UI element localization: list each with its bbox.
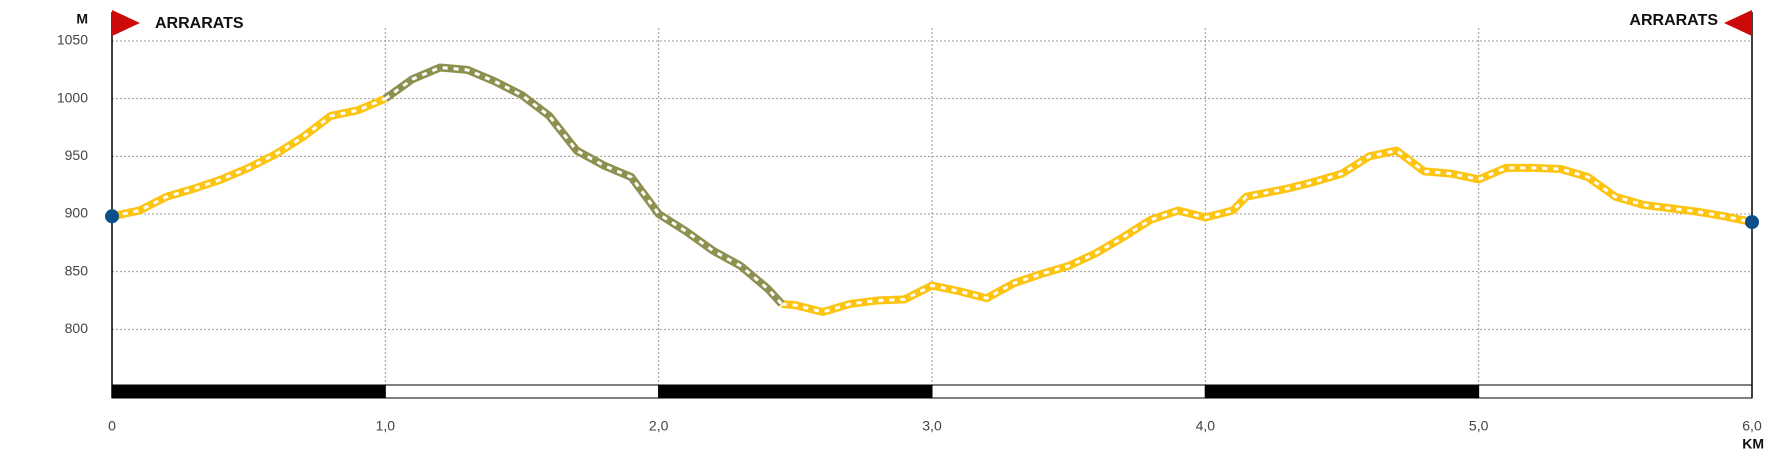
y-tick-label: 850 bbox=[65, 262, 89, 278]
x-tick-label: 4,0 bbox=[1196, 418, 1216, 434]
y-tick-label: 950 bbox=[65, 147, 89, 163]
x-tick-label: 2,0 bbox=[649, 418, 669, 434]
end-flag bbox=[1724, 10, 1752, 36]
x-tick-label: 5,0 bbox=[1469, 418, 1489, 434]
end-label: ARRARATS bbox=[1629, 12, 1718, 29]
start-point bbox=[105, 209, 119, 224]
y-tick-label: 800 bbox=[65, 320, 89, 336]
y-axis-label: M bbox=[76, 11, 88, 27]
distance-strip bbox=[1478, 384, 1753, 399]
distance-strip bbox=[931, 384, 1206, 399]
y-tick-label: 1000 bbox=[57, 89, 88, 105]
elevation-line bbox=[383, 63, 785, 307]
elevation-line-dash bbox=[384, 66, 783, 305]
distance-strip bbox=[111, 384, 386, 399]
x-tick-label: 6,0 bbox=[1742, 418, 1762, 434]
start-flag bbox=[112, 10, 140, 36]
x-axis-label: KM bbox=[1742, 436, 1764, 452]
distance-strip bbox=[384, 384, 660, 399]
distance-strip bbox=[658, 384, 933, 399]
elevation-line-dash bbox=[111, 97, 1753, 314]
end-point bbox=[1745, 215, 1759, 230]
distance-strip bbox=[1204, 384, 1480, 399]
x-tick-label: 3,0 bbox=[922, 418, 942, 434]
y-tick-label: 900 bbox=[65, 205, 89, 221]
start-label: ARRARATS bbox=[155, 15, 244, 32]
x-tick-label: 0 bbox=[108, 418, 116, 434]
y-tick-label: 1050 bbox=[57, 32, 88, 48]
x-tick-label: 1,0 bbox=[376, 418, 396, 434]
